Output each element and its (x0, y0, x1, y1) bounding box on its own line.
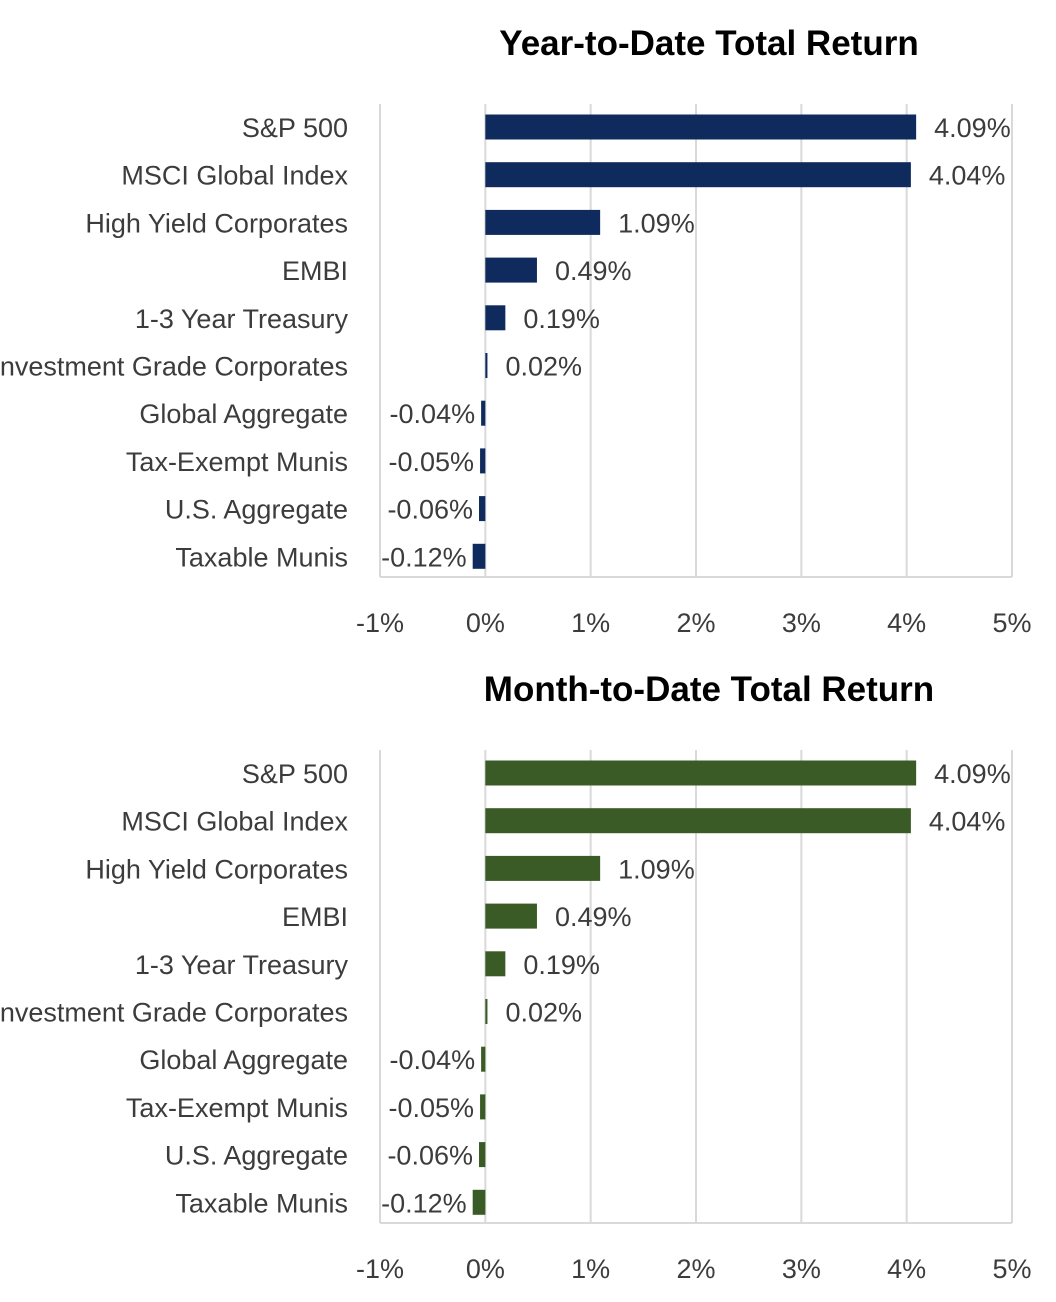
category-label: MSCI Global Index (121, 807, 348, 837)
bar (485, 353, 488, 378)
x-tick-label: -1% (356, 608, 404, 638)
ytd-bar-chart: Year-to-Date Total Return -1% 0% 1% 2% 3% 4% 5%… (0, 24, 1032, 638)
data-label: -0.12% (381, 542, 467, 572)
bar (485, 855, 601, 881)
data-label: 0.02% (505, 998, 582, 1028)
category-label: Investment Grade Corporates (0, 998, 348, 1028)
x-tick-label: 1% (571, 1254, 610, 1284)
category-label: U.S. Aggregate (165, 495, 348, 525)
category-label: Taxable Munis (175, 1188, 348, 1218)
category-label: 1-3 Year Treasury (135, 304, 349, 334)
bar (479, 1142, 486, 1168)
category-label: Tax-Exempt Munis (126, 447, 348, 477)
category-label: High Yield Corporates (85, 208, 348, 238)
data-label: 0.49% (555, 256, 632, 286)
x-tick-label: 5% (992, 608, 1031, 638)
data-label: 4.09% (934, 113, 1011, 143)
data-label: -0.06% (387, 1141, 473, 1171)
mtd-chart-panel: Month-to-Date Total Return -1% 0% 1% 2% 3% 4% 5… (0, 646, 1056, 1297)
x-tick-label: 1% (571, 608, 610, 638)
x-tick-label: 4% (887, 608, 926, 638)
data-label: 4.09% (934, 759, 1011, 789)
x-tick-label: 0% (466, 608, 505, 638)
data-label: 4.04% (929, 807, 1006, 837)
x-tick-label: 0% (466, 1254, 505, 1284)
x-tick-label: 2% (676, 608, 715, 638)
bar (480, 448, 486, 474)
category-label: Taxable Munis (175, 542, 348, 572)
category-label: Global Aggregate (139, 1045, 348, 1075)
category-label: EMBI (282, 902, 348, 932)
chart-title: Month-to-Date Total Return (484, 670, 934, 709)
ytd-chart-panel: Year-to-Date Total Return -1% 0% 1% 2% 3% 4% 5%… (0, 24, 1032, 638)
bar (485, 951, 506, 977)
x-tick-label: -1% (356, 1254, 404, 1284)
category-label: 1-3 Year Treasury (135, 950, 349, 980)
bar (472, 543, 486, 569)
category-label: Tax-Exempt Munis (126, 1093, 348, 1123)
bar (485, 114, 917, 140)
data-label: -0.05% (389, 1093, 475, 1123)
category-label: U.S. Aggregate (165, 1141, 348, 1171)
x-tick-label: 4% (887, 1254, 926, 1284)
bar (481, 400, 486, 426)
bar (472, 1189, 486, 1215)
data-label: -0.12% (381, 1188, 467, 1218)
x-tick-label: 3% (782, 1254, 821, 1284)
bar (485, 903, 537, 929)
data-label: 0.19% (523, 950, 600, 980)
category-label: High Yield Corporates (85, 854, 348, 884)
bar (485, 808, 911, 834)
data-label: 0.19% (523, 304, 600, 334)
data-label: 0.49% (555, 902, 632, 932)
chart-title: Year-to-Date Total Return (499, 24, 918, 63)
category-label: Investment Grade Corporates (0, 352, 348, 382)
bar (485, 305, 506, 331)
category-label: EMBI (282, 256, 348, 286)
bar (479, 496, 486, 522)
bar (481, 1046, 486, 1072)
category-label: Global Aggregate (139, 399, 348, 429)
bar (485, 209, 601, 235)
bar (485, 999, 488, 1024)
bar (485, 162, 911, 188)
x-tick-label: 3% (782, 608, 821, 638)
data-label: -0.06% (387, 495, 473, 525)
category-label: MSCI Global Index (121, 161, 348, 191)
category-label: S&P 500 (242, 113, 348, 143)
mtd-bar-chart: Month-to-Date Total Return -1% 0% 1% 2% 3% 4% 5… (0, 670, 1032, 1284)
bar (480, 1094, 486, 1120)
x-tick-label: 2% (676, 1254, 715, 1284)
data-label: 1.09% (618, 208, 695, 238)
data-label: 1.09% (618, 854, 695, 884)
data-label: -0.05% (389, 447, 475, 477)
category-label: S&P 500 (242, 759, 348, 789)
data-label: 4.04% (929, 161, 1006, 191)
data-label: -0.04% (390, 1045, 476, 1075)
bar (485, 760, 917, 786)
data-label: 0.02% (505, 352, 582, 382)
bar (485, 257, 537, 283)
x-tick-label: 5% (992, 1254, 1031, 1284)
data-label: -0.04% (390, 399, 476, 429)
